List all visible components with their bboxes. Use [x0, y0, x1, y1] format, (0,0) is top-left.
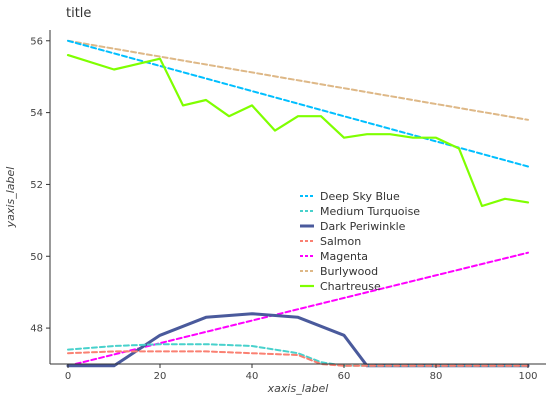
x-axis-label: xaxis_label: [267, 382, 329, 395]
legend-item-dark-periwinkle: Dark Periwinkle: [300, 220, 406, 233]
series-layer: [66, 39, 530, 368]
y-tick-label: 56: [30, 36, 43, 47]
legend-label: Salmon: [320, 235, 361, 248]
x-tick-label: 40: [246, 371, 259, 382]
y-tick-label: 48: [30, 324, 43, 335]
y-axis-label: yaxis_label: [4, 167, 17, 229]
legend-label: Chartreuse: [320, 280, 381, 293]
series-line-magenta: [67, 251, 529, 367]
chart-title: title: [66, 6, 91, 21]
legend-label: Medium Turquoise: [320, 205, 420, 218]
x-tick-label: 0: [65, 371, 71, 382]
series-line-salmon: [67, 350, 529, 367]
y-tick-label: 54: [30, 108, 43, 119]
x-tick-label: 80: [430, 371, 443, 382]
x-tick-label: 60: [338, 371, 351, 382]
series-line-burlywood: [67, 39, 529, 121]
legend: Deep Sky Blue Medium Turquoise Dark Periwi…: [300, 190, 420, 293]
legend-item-medium-turquoise: Medium Turquoise: [300, 205, 420, 218]
x-tick-label: 100: [518, 371, 537, 382]
x-ticks: 0 20 40 60 80 100: [65, 364, 538, 382]
y-ticks: 48 50 52 54 56: [30, 36, 50, 335]
legend-item-magenta: Magenta: [300, 250, 368, 263]
y-tick-label: 50: [30, 252, 43, 263]
legend-label: Magenta: [320, 250, 368, 263]
legend-label: Burlywood: [320, 265, 378, 278]
legend-item-burlywood: Burlywood: [300, 265, 378, 278]
x-tick-label: 20: [154, 371, 167, 382]
legend-item-deep-sky-blue: Deep Sky Blue: [300, 190, 400, 203]
legend-item-salmon: Salmon: [300, 235, 361, 248]
legend-item-chartreuse: Chartreuse: [300, 280, 381, 293]
legend-label: Dark Periwinkle: [320, 220, 406, 233]
y-tick-label: 52: [30, 180, 43, 191]
series-line-chartreuse: [66, 53, 530, 208]
legend-label: Deep Sky Blue: [320, 190, 400, 203]
